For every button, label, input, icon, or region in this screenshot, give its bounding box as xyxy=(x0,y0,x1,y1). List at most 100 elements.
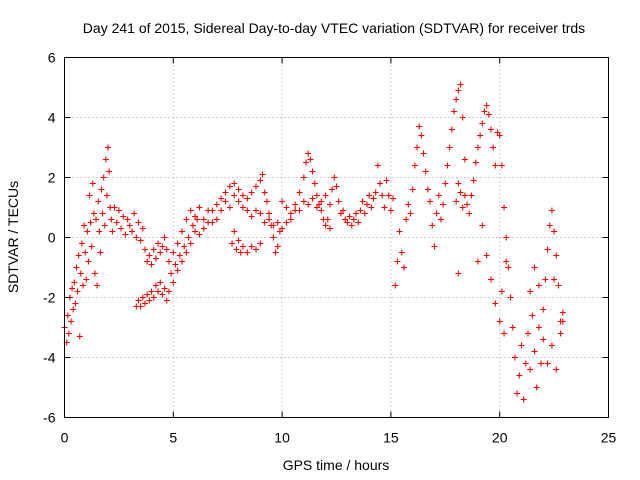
data-point xyxy=(318,198,325,205)
data-point xyxy=(555,282,562,289)
data-point xyxy=(113,219,120,226)
data-point xyxy=(72,300,79,307)
data-point xyxy=(263,198,270,205)
data-point xyxy=(95,198,102,205)
data-point xyxy=(535,324,542,331)
data-point xyxy=(87,219,94,226)
data-point xyxy=(505,264,512,271)
data-point xyxy=(69,285,76,292)
data-point xyxy=(287,210,294,217)
data-point xyxy=(159,243,166,250)
data-point xyxy=(157,249,164,256)
data-point xyxy=(183,216,190,223)
data-point xyxy=(70,306,77,313)
data-point xyxy=(239,243,246,250)
data-point xyxy=(305,150,312,157)
data-point xyxy=(248,243,255,250)
data-point xyxy=(179,228,186,235)
data-point xyxy=(226,204,233,211)
x-tick-label: 15 xyxy=(383,430,399,446)
data-point xyxy=(533,384,540,391)
data-point xyxy=(490,144,497,151)
data-point xyxy=(464,201,471,208)
data-point xyxy=(483,102,490,109)
data-point xyxy=(86,192,93,199)
data-point xyxy=(511,354,518,361)
data-point xyxy=(139,225,146,232)
data-point xyxy=(237,249,244,256)
data-point xyxy=(142,300,149,307)
data-point xyxy=(420,150,427,157)
y-tick-label: 4 xyxy=(48,110,56,126)
data-point xyxy=(348,222,355,229)
x-axis-label: GPS time / hours xyxy=(283,457,390,473)
data-point xyxy=(481,108,488,115)
data-point xyxy=(498,288,505,295)
data-point xyxy=(142,246,149,253)
data-point xyxy=(307,156,314,163)
data-point xyxy=(390,195,397,202)
data-point xyxy=(322,192,329,199)
data-point xyxy=(309,168,316,175)
data-point xyxy=(387,207,394,214)
data-point xyxy=(150,246,157,253)
data-point xyxy=(509,324,516,331)
x-tick-label: 5 xyxy=(169,430,177,446)
data-point xyxy=(377,180,384,187)
data-point xyxy=(172,261,179,268)
data-point xyxy=(84,228,91,235)
data-point xyxy=(155,240,162,247)
data-point xyxy=(71,279,78,286)
data-point xyxy=(363,201,370,208)
data-point xyxy=(496,132,503,139)
data-point xyxy=(416,123,423,130)
data-point xyxy=(350,216,357,223)
data-point xyxy=(459,114,466,121)
data-point xyxy=(161,234,168,241)
data-point xyxy=(405,201,412,208)
data-point xyxy=(366,192,373,199)
data-point xyxy=(122,231,129,238)
data-point xyxy=(196,204,203,211)
data-point xyxy=(196,231,203,238)
data-point xyxy=(479,120,486,127)
data-point xyxy=(133,234,140,241)
data-point xyxy=(283,219,290,226)
data-point xyxy=(261,219,268,226)
data-point xyxy=(248,213,255,220)
x-tick-label: 20 xyxy=(492,430,508,446)
data-point xyxy=(106,168,113,175)
data-point xyxy=(259,171,266,178)
data-point xyxy=(461,156,468,163)
data-point xyxy=(451,108,458,115)
data-point xyxy=(287,216,294,223)
data-point xyxy=(270,234,277,241)
data-point xyxy=(485,111,492,118)
data-point xyxy=(148,288,155,295)
data-point xyxy=(501,204,508,211)
data-point xyxy=(261,189,268,196)
data-point xyxy=(222,198,229,205)
data-point xyxy=(548,207,555,214)
data-point xyxy=(174,240,181,247)
data-point xyxy=(89,180,96,187)
data-point xyxy=(483,252,490,259)
data-point xyxy=(326,201,333,208)
data-point xyxy=(470,177,477,184)
data-point xyxy=(135,219,142,226)
data-point xyxy=(370,195,377,202)
data-point xyxy=(103,192,110,199)
data-point xyxy=(368,204,375,211)
data-point xyxy=(529,312,536,319)
data-point xyxy=(346,213,353,220)
data-point xyxy=(189,222,196,229)
data-point xyxy=(213,201,220,208)
data-point xyxy=(498,162,505,169)
data-point xyxy=(503,234,510,241)
y-tick-label: 6 xyxy=(48,50,56,66)
data-point xyxy=(468,192,475,199)
data-point xyxy=(374,162,381,169)
data-point xyxy=(531,264,538,271)
data-point xyxy=(165,288,172,295)
data-point xyxy=(433,210,440,217)
